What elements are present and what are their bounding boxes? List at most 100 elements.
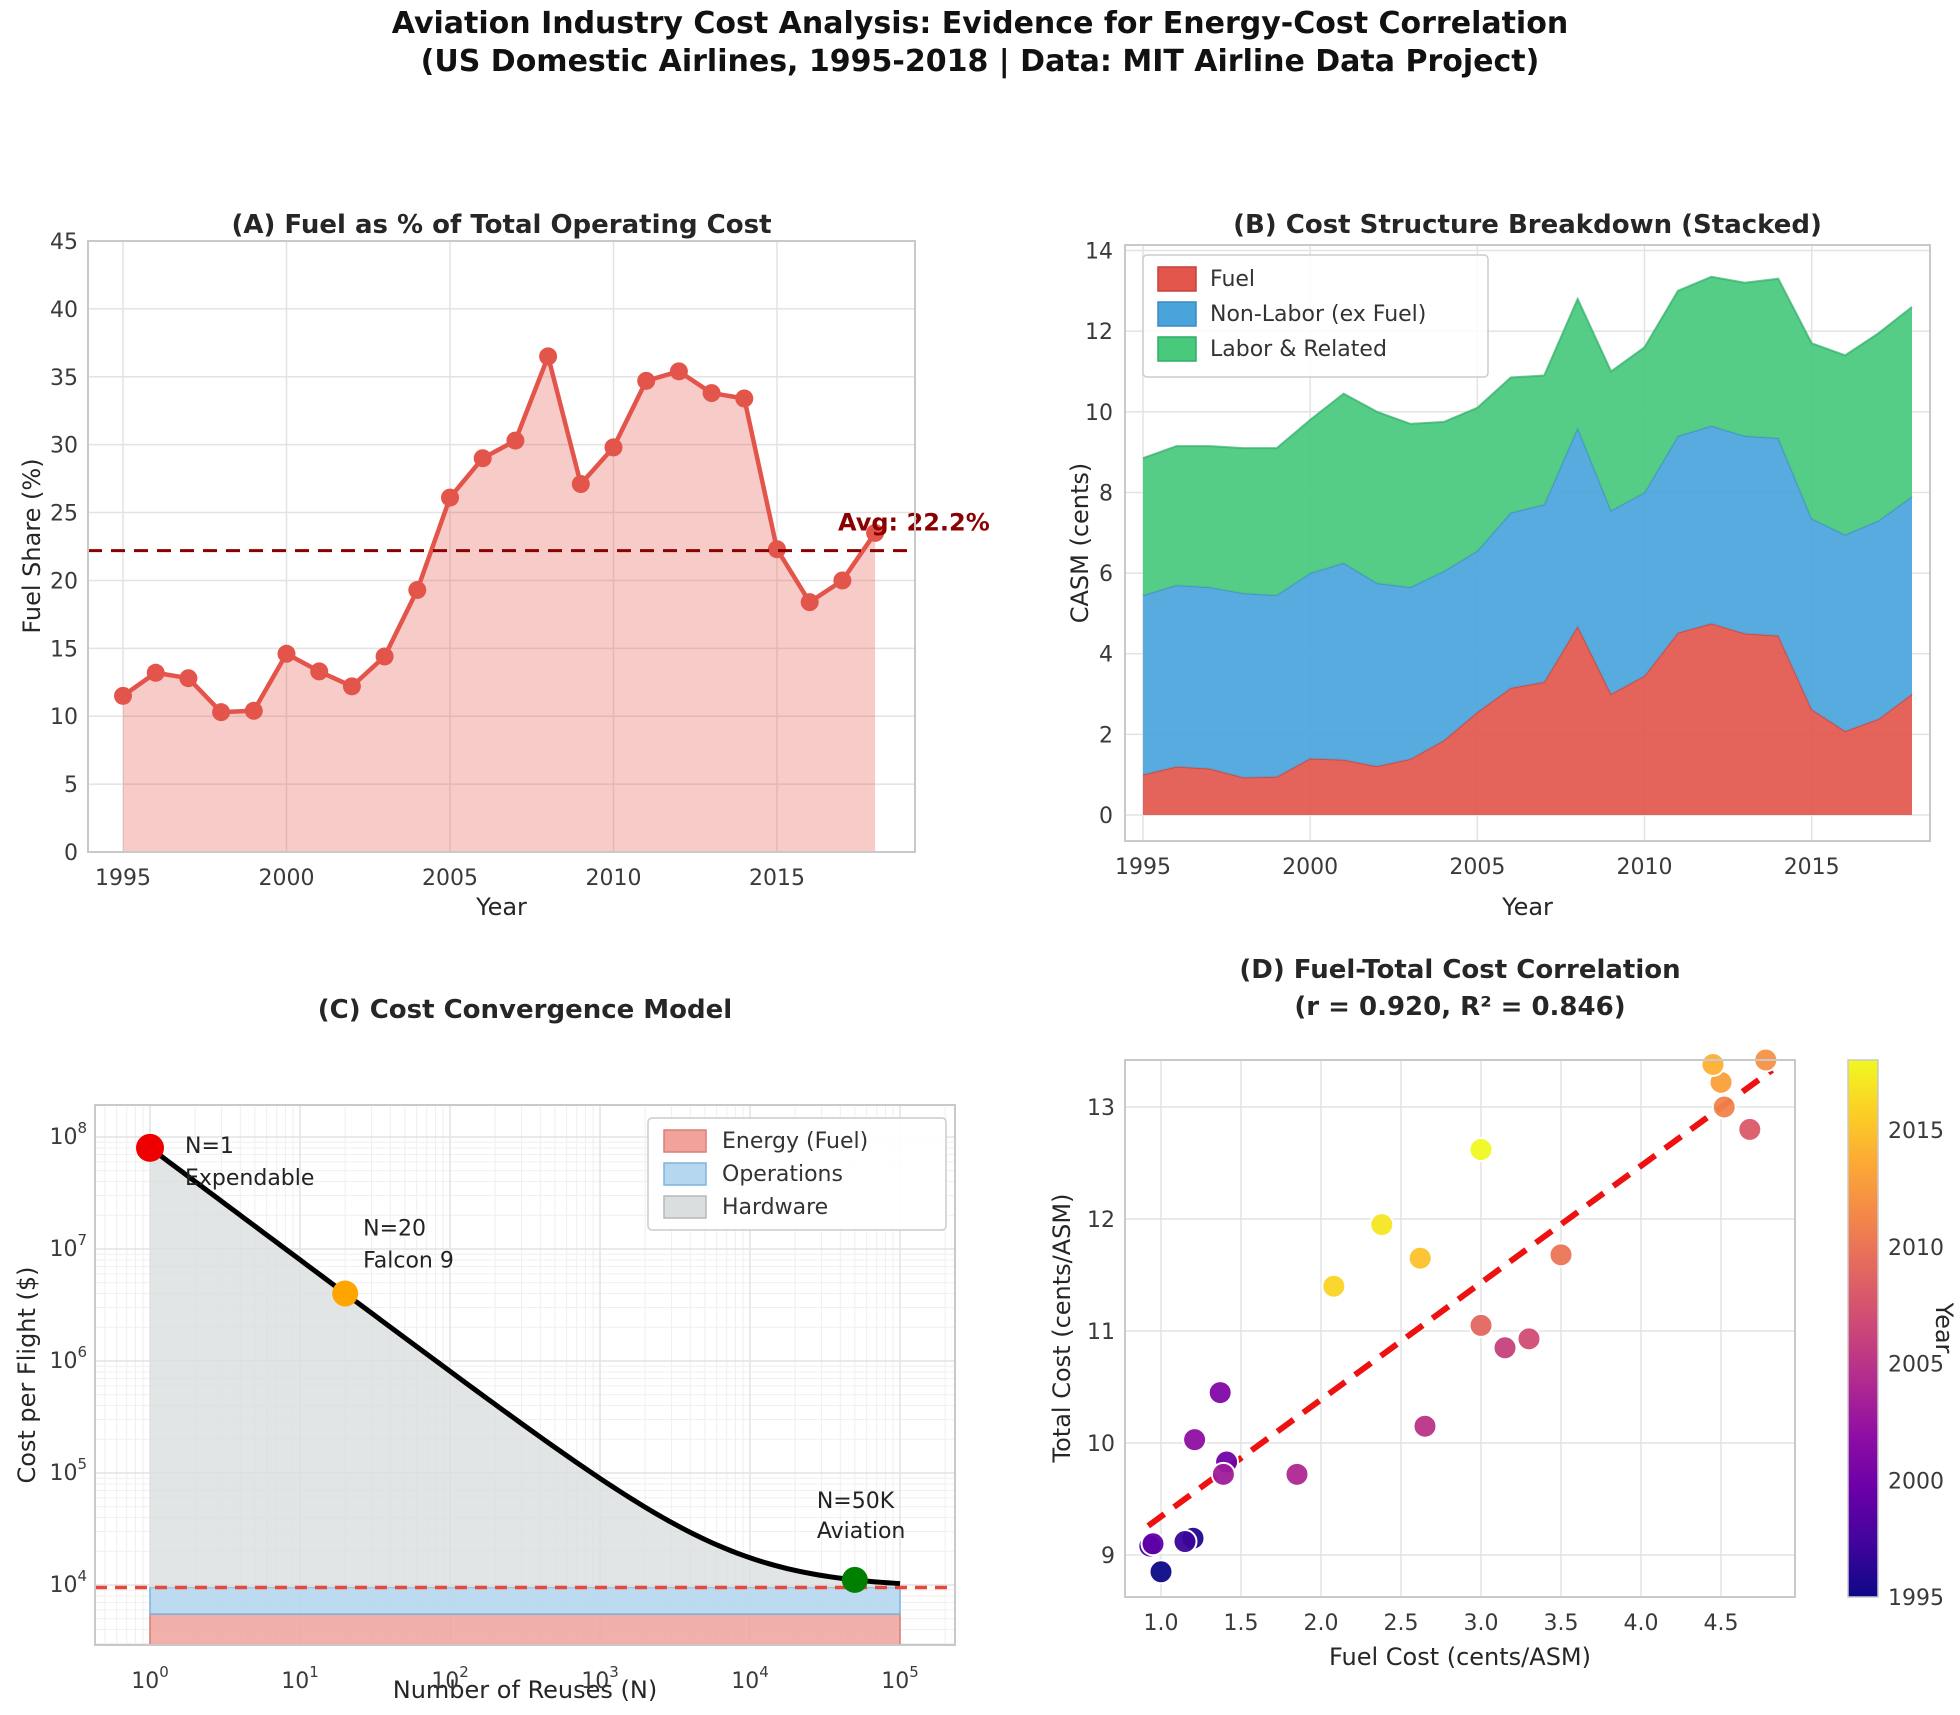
svg-text:45: 45 (50, 230, 78, 255)
data-point (473, 449, 492, 468)
svg-text:1995: 1995 (1115, 855, 1171, 880)
svg-text:2005: 2005 (1449, 855, 1505, 880)
milestone-point-0 (136, 1133, 164, 1162)
svg-text:105: 105 (49, 1455, 87, 1486)
legend-swatch-0 (1157, 266, 1197, 292)
panel-b-title: (B) Cost Structure Breakdown (Stacked) (1233, 210, 1822, 240)
svg-text:25: 25 (50, 502, 78, 527)
svg-text:102: 102 (431, 1663, 469, 1694)
legend-label-2: Hardware (722, 1195, 828, 1220)
svg-text:3.5: 3.5 (1544, 1611, 1579, 1636)
panel-b-xlabel: Year (1502, 893, 1553, 921)
figure-suptitle-line2: (US Domestic Airlines, 1995-2018 | Data:… (420, 44, 1540, 79)
svg-text:101: 101 (281, 1663, 319, 1694)
data-point (604, 438, 623, 457)
data-point (441, 488, 459, 507)
svg-text:3.0: 3.0 (1464, 1611, 1499, 1636)
svg-text:2015: 2015 (1888, 1119, 1944, 1144)
svg-text:2010: 2010 (1617, 855, 1673, 880)
milestone-point-1 (332, 1280, 359, 1307)
svg-text:1.0: 1.0 (1144, 1611, 1179, 1636)
svg-text:10: 10 (50, 705, 78, 730)
legend-label-1: Operations (722, 1162, 843, 1187)
milestone-label-2: N=50K (817, 1489, 895, 1514)
milestone-sublabel-1: Falcon 9 (363, 1248, 454, 1273)
fuel-share-markers (114, 347, 885, 722)
panel-c-legend: Energy (Fuel) Operations Hardware (647, 1117, 947, 1231)
convergence-curve (148, 1145, 901, 1587)
svg-text:14: 14 (1085, 240, 1113, 265)
data-point (702, 384, 721, 403)
svg-text:2000: 2000 (1888, 1469, 1944, 1494)
svg-text:8: 8 (1099, 481, 1113, 506)
legend-label-1: Non-Labor (ex Fuel) (1210, 302, 1426, 327)
svg-text:4: 4 (1099, 643, 1113, 668)
data-point (277, 644, 296, 663)
panel-b-cost-structure-chart: 1995 2000 2005 2010 2015 0 2 4 6 8 10 12 14 Fuel Non-L… (1085, 240, 1931, 880)
milestone-point-2 (841, 1566, 868, 1593)
scatter-point (1548, 1242, 1574, 1268)
svg-text:100: 100 (131, 1663, 169, 1694)
data-point (539, 347, 558, 366)
data-point (310, 662, 329, 681)
data-point (506, 431, 525, 450)
data-point (146, 663, 165, 682)
panel-c-ticks: 100 101 102 103 104 105 104 105 106 107 108 (49, 1119, 918, 1694)
legend-label-0: Fuel (1210, 267, 1255, 292)
svg-text:2005: 2005 (422, 866, 478, 891)
milestone-sublabel-0: Expendable (185, 1166, 314, 1191)
svg-text:1995: 1995 (1888, 1586, 1944, 1611)
milestone-sublabel-2: Aviation (817, 1519, 906, 1544)
svg-text:1995: 1995 (95, 866, 151, 891)
scatter-point (1412, 1413, 1438, 1439)
data-point (735, 389, 754, 408)
panel-b-ticks: 1995 2000 2005 2010 2015 0 2 4 6 8 10 12 14 (1085, 240, 1840, 880)
svg-text:104: 104 (49, 1567, 87, 1598)
data-point (114, 686, 132, 705)
data-point (375, 647, 394, 666)
svg-text:2005: 2005 (1888, 1353, 1944, 1378)
panel-d-title-line1: (D) Fuel-Total Cost Correlation (1239, 955, 1681, 985)
scatter-point (1700, 1051, 1726, 1077)
data-point (342, 677, 361, 696)
svg-text:20: 20 (50, 569, 78, 594)
svg-text:4.0: 4.0 (1624, 1611, 1659, 1636)
svg-text:103: 103 (581, 1663, 619, 1694)
data-point (768, 540, 786, 559)
stack-layer-0 (1143, 623, 1913, 815)
svg-text:108: 108 (49, 1119, 87, 1150)
stack-layer-1 (1143, 425, 1913, 778)
scatter-point (1369, 1212, 1395, 1238)
svg-text:15: 15 (50, 637, 78, 662)
legend-label-0: Energy (Fuel) (722, 1129, 868, 1154)
scatter-point (1210, 1461, 1236, 1487)
svg-text:2.5: 2.5 (1384, 1611, 1419, 1636)
svg-text:12: 12 (1087, 1208, 1115, 1233)
data-point (571, 475, 590, 494)
scatter-point (1182, 1427, 1208, 1453)
data-point (408, 580, 427, 599)
scatter-point (1321, 1273, 1347, 1299)
svg-text:104: 104 (731, 1663, 769, 1694)
scatter-point (1284, 1461, 1310, 1487)
svg-text:12: 12 (1085, 320, 1113, 345)
panel-a-xlabel: Year (476, 893, 527, 921)
svg-text:2015: 2015 (1784, 855, 1840, 880)
panel-a-title: (A) Fuel as % of Total Operating Cost (231, 210, 772, 240)
panel-d-grid (1125, 1060, 1795, 1597)
stack-layer-2 (1143, 276, 1913, 596)
stack-layer-edge-2 (1142, 275, 1913, 460)
scatter-point (1516, 1326, 1542, 1352)
svg-text:2000: 2000 (1282, 855, 1338, 880)
svg-text:5: 5 (64, 773, 78, 798)
panel-c-title: (C) Cost Convergence Model (317, 995, 733, 1025)
panel-a-fuel-share-chart: Avg: 22.2% 1995 2000 2005 2010 2015 0 5 10 15 20 25… (50, 230, 990, 891)
panel-b-legend: Fuel Non-Labor (ex Fuel) Labor & Related (1142, 254, 1489, 378)
scatter-point (1468, 1312, 1494, 1338)
panel-d-ticks: 1.0 1.5 2.0 2.5 3.0 3.5 4.0 4.5 9 10 11 12 13 (1087, 1096, 1739, 1636)
svg-text:13: 13 (1087, 1096, 1115, 1121)
data-point (637, 371, 656, 390)
svg-text:2000: 2000 (259, 866, 315, 891)
svg-text:2.0: 2.0 (1304, 1611, 1339, 1636)
